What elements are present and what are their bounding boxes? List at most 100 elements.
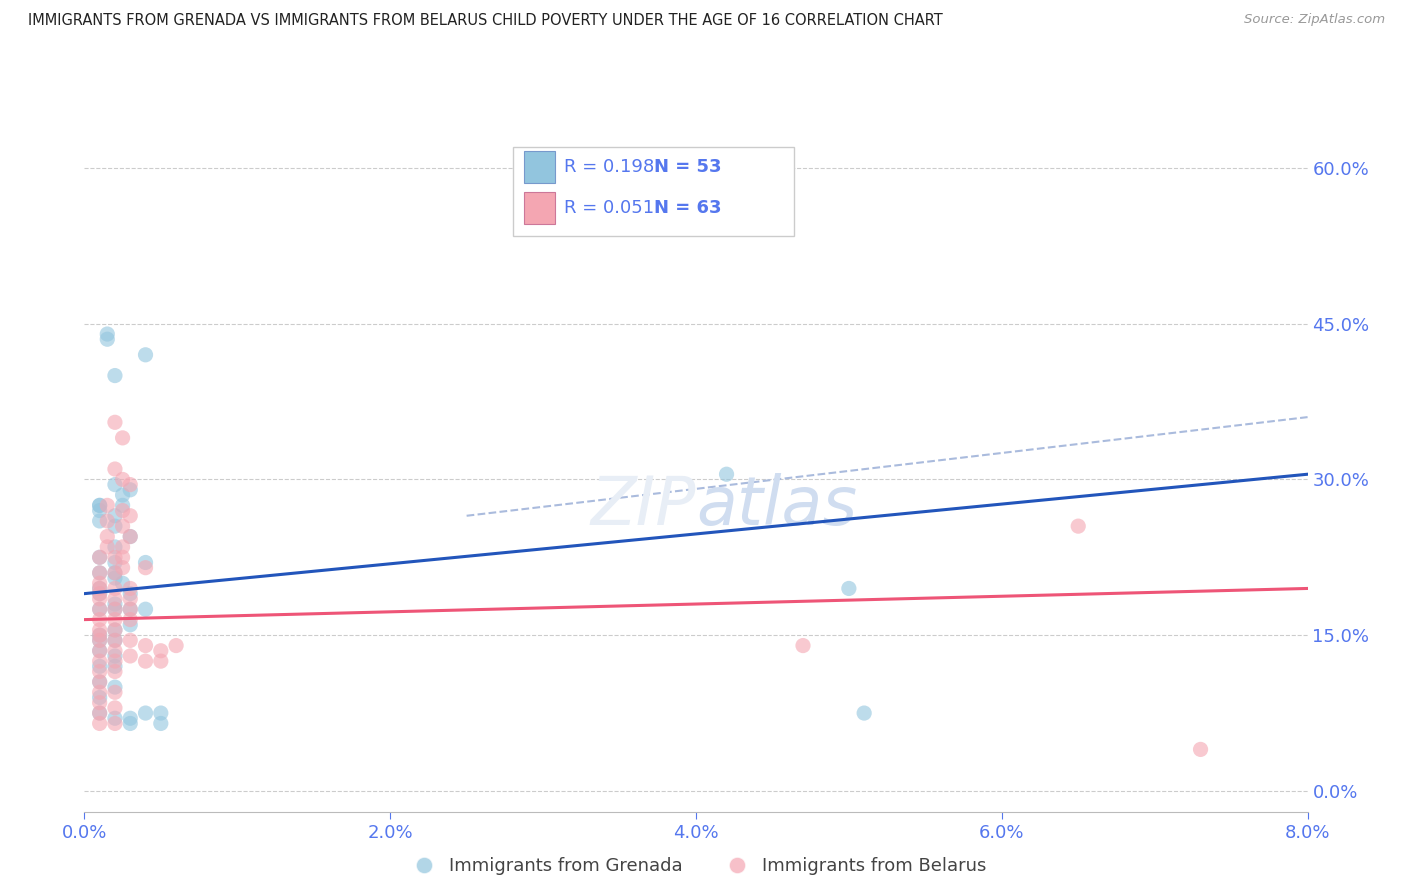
Point [89, 665, 111, 679]
Point [89, 503, 111, 517]
Point [104, 648, 127, 663]
Point [89, 566, 111, 580]
Point [135, 654, 157, 668]
Point [120, 617, 142, 632]
Point [89, 628, 111, 642]
Point [89, 550, 111, 565]
Point [104, 582, 127, 596]
Point [120, 716, 142, 731]
Text: N = 53: N = 53 [654, 158, 721, 176]
Point [89, 514, 111, 528]
Point [89, 674, 111, 689]
Point [104, 462, 127, 476]
Point [104, 519, 127, 533]
Point [89, 706, 111, 720]
Point [104, 540, 127, 554]
Point [89, 674, 111, 689]
Point [89, 587, 111, 601]
Point [104, 508, 127, 523]
Point [89, 659, 111, 673]
Point [111, 550, 134, 565]
Point [104, 701, 127, 715]
Point [104, 644, 127, 658]
Point [120, 711, 142, 725]
Point [89, 706, 111, 720]
Point [120, 602, 142, 616]
Point [96, 540, 118, 554]
Point [104, 665, 127, 679]
Text: IMMIGRANTS FROM GRENADA VS IMMIGRANTS FROM BELARUS CHILD POVERTY UNDER THE AGE O: IMMIGRANTS FROM GRENADA VS IMMIGRANTS FR… [28, 13, 943, 29]
Point [120, 587, 142, 601]
Point [111, 503, 134, 517]
Point [104, 368, 127, 383]
Point [165, 639, 187, 653]
Point [104, 571, 127, 585]
Point [111, 519, 134, 533]
Point [120, 648, 142, 663]
Point [89, 716, 111, 731]
Point [104, 477, 127, 491]
Point [89, 633, 111, 648]
Point [89, 696, 111, 710]
Point [104, 591, 127, 606]
Point [89, 499, 111, 513]
Point [89, 576, 111, 591]
Point [104, 556, 127, 570]
Point [135, 348, 157, 362]
Point [120, 591, 142, 606]
Point [135, 706, 157, 720]
Point [89, 582, 111, 596]
Point [89, 685, 111, 699]
Point [838, 582, 860, 596]
Point [104, 680, 127, 694]
Point [89, 591, 111, 606]
Point [135, 639, 157, 653]
Point [89, 582, 111, 596]
Point [89, 613, 111, 627]
Point [89, 623, 111, 637]
Point [135, 556, 157, 570]
Point [120, 529, 142, 543]
Point [149, 716, 172, 731]
Point [104, 711, 127, 725]
Text: N = 63: N = 63 [654, 199, 721, 217]
Point [120, 483, 142, 497]
Point [104, 602, 127, 616]
Text: R = 0.051: R = 0.051 [564, 199, 654, 217]
Point [89, 654, 111, 668]
Point [104, 566, 127, 580]
Point [111, 576, 134, 591]
Point [111, 499, 134, 513]
Point [89, 587, 111, 601]
Point [120, 508, 142, 523]
Legend: Immigrants from Grenada, Immigrants from Belarus: Immigrants from Grenada, Immigrants from… [398, 850, 994, 883]
Point [104, 550, 127, 565]
Point [104, 602, 127, 616]
Point [96, 499, 118, 513]
Point [104, 623, 127, 637]
Point [104, 633, 127, 648]
Point [89, 628, 111, 642]
Point [1189, 742, 1212, 756]
Point [853, 706, 876, 720]
Point [120, 613, 142, 627]
Point [149, 706, 172, 720]
Point [149, 644, 172, 658]
Point [135, 560, 157, 574]
Point [89, 644, 111, 658]
Text: ZIP: ZIP [591, 473, 696, 539]
Point [111, 431, 134, 445]
Point [104, 613, 127, 627]
Text: atlas: atlas [696, 473, 858, 539]
Point [104, 659, 127, 673]
Point [104, 716, 127, 731]
Point [149, 654, 172, 668]
Point [104, 633, 127, 648]
Point [89, 602, 111, 616]
Point [1067, 519, 1090, 533]
Text: R = 0.198: R = 0.198 [564, 158, 654, 176]
Point [104, 597, 127, 611]
Point [135, 602, 157, 616]
Text: Source: ZipAtlas.com: Source: ZipAtlas.com [1244, 13, 1385, 27]
Point [111, 560, 134, 574]
